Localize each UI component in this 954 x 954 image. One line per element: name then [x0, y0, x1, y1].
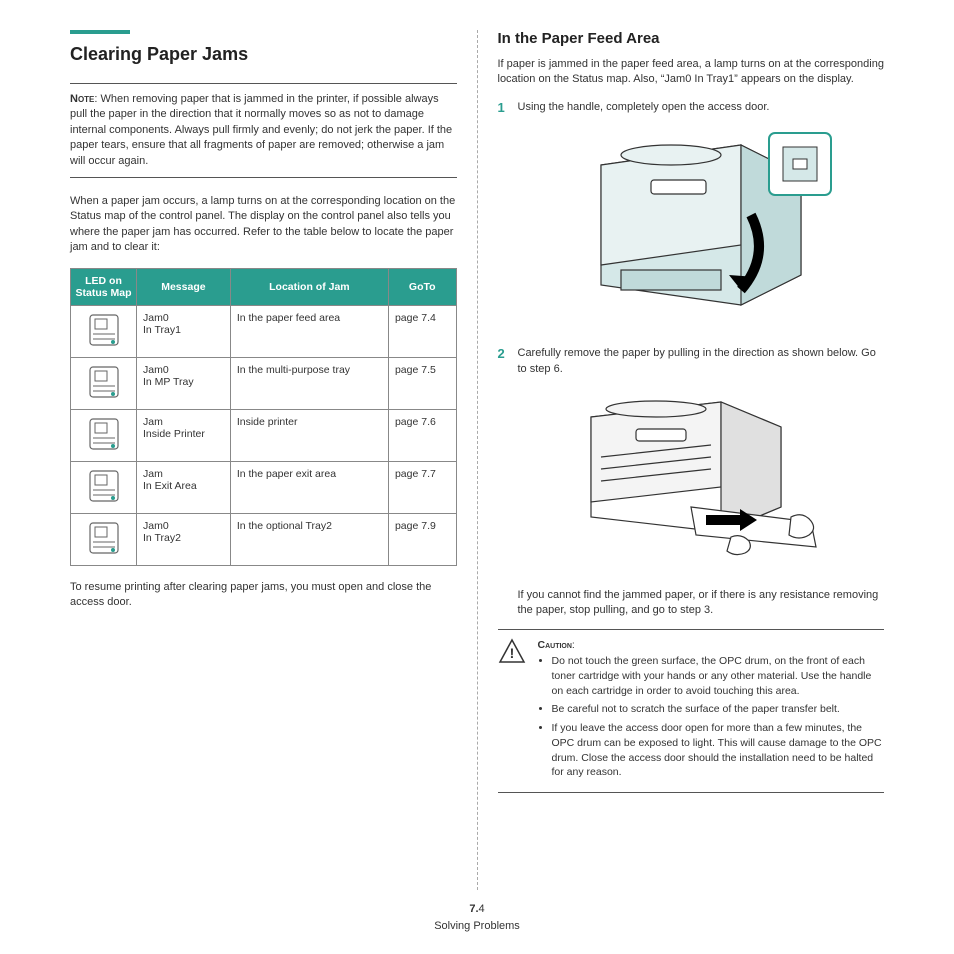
- led-cell: [71, 461, 137, 513]
- location-cell: In the optional Tray2: [230, 513, 388, 565]
- th-location: Location of Jam: [230, 268, 388, 305]
- led-cell: [71, 305, 137, 357]
- caution-box: ! Caution: Do not touch the green surfac…: [498, 629, 885, 793]
- caution-item: If you leave the access door open for mo…: [552, 721, 885, 780]
- table-row: JamInside PrinterInside printerpage 7.6: [71, 409, 457, 461]
- step-number: 1: [498, 100, 518, 115]
- caution-label: Caution: [538, 639, 572, 651]
- led-cell: [71, 409, 137, 461]
- goto-cell: page 7.4: [388, 305, 456, 357]
- goto-cell: page 7.9: [388, 513, 456, 565]
- accent-bar: [70, 30, 130, 34]
- goto-cell: page 7.6: [388, 409, 456, 461]
- step-2: 2 Carefully remove the paper by pulling …: [498, 346, 885, 377]
- caution-item: Be careful not to scratch the surface of…: [552, 702, 885, 717]
- table-row: JamIn Exit AreaIn the paper exit areapag…: [71, 461, 457, 513]
- step-number: 2: [498, 346, 518, 377]
- outro-paragraph: To resume printing after clearing paper …: [70, 580, 457, 611]
- location-cell: In the multi-purpose tray: [230, 357, 388, 409]
- footer-section: Solving Problems: [0, 918, 954, 935]
- left-column: Clearing Paper Jams Note: When removing …: [50, 30, 478, 890]
- th-goto: GoTo: [388, 268, 456, 305]
- caution-list: Do not touch the green surface, the OPC …: [538, 654, 885, 780]
- table-row: Jam0In MP TrayIn the multi-purpose trayp…: [71, 357, 457, 409]
- goto-cell: page 7.5: [388, 357, 456, 409]
- step-1: 1 Using the handle, completely open the …: [498, 100, 885, 115]
- note-box: Note: When removing paper that is jammed…: [70, 83, 457, 178]
- message-cell: Jam0In MP Tray: [137, 357, 231, 409]
- note-text: : When removing paper that is jammed in …: [70, 93, 452, 167]
- page-footer: 7.4 Solving Problems: [0, 901, 954, 934]
- figure-1-open-door: [498, 125, 885, 328]
- right-intro: If paper is jammed in the paper feed are…: [498, 57, 885, 88]
- message-cell: Jam0In Tray1: [137, 305, 231, 357]
- table-row: Jam0In Tray1In the paper feed areapage 7…: [71, 305, 457, 357]
- caution-item: Do not touch the green surface, the OPC …: [552, 654, 885, 698]
- location-cell: In the paper feed area: [230, 305, 388, 357]
- svg-text:!: !: [509, 645, 514, 661]
- step-text: Carefully remove the paper by pulling in…: [518, 346, 885, 377]
- step-2-note: If you cannot find the jammed paper, or …: [518, 588, 885, 619]
- location-cell: Inside printer: [230, 409, 388, 461]
- message-cell: JamIn Exit Area: [137, 461, 231, 513]
- step-text: Using the handle, completely open the ac…: [518, 100, 885, 115]
- message-cell: JamInside Printer: [137, 409, 231, 461]
- th-message: Message: [137, 268, 231, 305]
- section-title: Clearing Paper Jams: [70, 44, 457, 65]
- led-cell: [71, 357, 137, 409]
- goto-cell: page 7.7: [388, 461, 456, 513]
- right-column: In the Paper Feed Area If paper is jamme…: [478, 30, 905, 890]
- th-led: LED on Status Map: [71, 268, 137, 305]
- page-chapter: 7.: [469, 903, 478, 915]
- page-number: 4: [479, 903, 485, 915]
- message-cell: Jam0In Tray2: [137, 513, 231, 565]
- figure-2-remove-paper: [498, 387, 885, 570]
- led-cell: [71, 513, 137, 565]
- jam-table: LED on Status Map Message Location of Ja…: [70, 268, 457, 566]
- location-cell: In the paper exit area: [230, 461, 388, 513]
- caution-icon: !: [498, 638, 528, 784]
- note-label: Note: [70, 93, 94, 105]
- intro-paragraph: When a paper jam occurs, a lamp turns on…: [70, 194, 457, 256]
- table-row: Jam0In Tray2In the optional Tray2page 7.…: [71, 513, 457, 565]
- subsection-title: In the Paper Feed Area: [498, 30, 885, 47]
